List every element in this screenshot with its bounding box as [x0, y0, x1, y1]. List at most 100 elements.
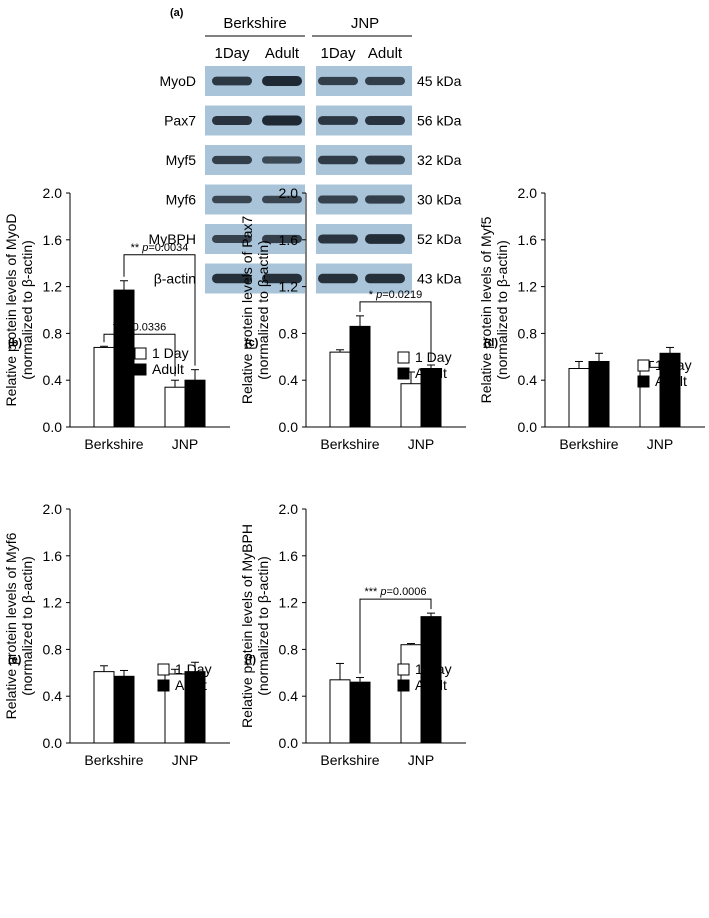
y-tick-label: 1.2 [43, 279, 63, 295]
x-category-label: JNP [172, 752, 198, 768]
blot-band [365, 155, 405, 165]
y-tick-label: 0.8 [279, 641, 299, 657]
blot-row: β-actin 43 kDa [154, 263, 462, 294]
bar-chart-c: (c)Relative protein levels of Pax7 (norma… [239, 185, 466, 452]
blot-band [262, 234, 302, 244]
x-category-label: Berkshire [320, 752, 379, 768]
blot-row: Pax7 56 kDa [164, 105, 462, 136]
y-tick-label: 2.0 [279, 501, 299, 517]
y-tick-label: 0.0 [279, 419, 299, 435]
legend-swatch [397, 663, 410, 676]
blot-band [318, 195, 358, 204]
significance-bracket [123, 254, 196, 366]
bar [329, 679, 351, 744]
y-tick-label: 0.4 [43, 688, 63, 704]
legend-swatch [134, 347, 147, 360]
blot-size-label: 43 kDa [417, 271, 462, 287]
blot-band [365, 234, 405, 244]
blot-lane-label: 1Day [214, 45, 250, 62]
significance-bracket [359, 301, 432, 361]
significance-label: *** p=0.0006 [364, 586, 426, 598]
significance-label: * p=0.0336 [113, 321, 167, 333]
bar [93, 671, 115, 744]
y-tick-label: 0.4 [279, 372, 299, 388]
panel-label: (b) [8, 337, 22, 349]
legend-label: 1 Day [655, 357, 692, 373]
y-tick-label: 0.0 [279, 735, 299, 751]
blot-protein-label: Myf6 [166, 192, 197, 208]
legend-label: 1 Day [415, 661, 452, 677]
y-axis-label: (normalized to β-actin) [255, 556, 271, 696]
x-category-label: Berkshire [559, 436, 618, 452]
y-tick-label: 0.8 [518, 325, 538, 341]
y-tick-label: 0.4 [43, 372, 63, 388]
blot-band [365, 195, 405, 204]
bar-chart-d: (d)Relative protein levels of Myf5 (norma… [478, 185, 705, 452]
y-tick-label: 0.8 [279, 325, 299, 341]
blot-protein-label: Pax7 [164, 113, 196, 129]
bar [568, 368, 590, 428]
blot-band [318, 76, 358, 86]
blot-band [318, 116, 358, 125]
legend-label: Adult [415, 677, 447, 693]
y-tick-label: 0.4 [279, 688, 299, 704]
panel-label: (c) [245, 337, 259, 349]
blot-protein-label: β-actin [154, 271, 196, 287]
blot-lane-label: 1Day [320, 45, 356, 62]
legend-swatch [157, 679, 170, 692]
blot-band [212, 76, 252, 86]
blot-band [262, 195, 302, 204]
legend-swatch [397, 351, 410, 364]
blot-band [365, 115, 405, 126]
blot-band [318, 273, 358, 284]
bar [400, 383, 422, 428]
bar-chart-e: (e)Relative protein levels of Myf6 (norma… [3, 501, 230, 768]
y-tick-label: 1.2 [43, 595, 63, 611]
y-tick-label: 0.0 [43, 735, 63, 751]
x-category-label: Berkshire [84, 752, 143, 768]
y-axis-label: Relative protein levels of Myf5 [478, 216, 494, 403]
y-tick-label: 1.2 [279, 595, 299, 611]
legend-swatch [134, 363, 147, 376]
blot-protein-label: MyoD [159, 73, 196, 89]
blot-group-label-jnp: JNP [351, 15, 379, 32]
legend-label: 1 Day [175, 661, 212, 677]
bar [164, 386, 186, 428]
bar [93, 346, 115, 428]
y-tick-label: 0.0 [518, 419, 538, 435]
blot-size-label: 56 kDa [417, 113, 462, 129]
blot-protein-label: Myf5 [166, 152, 197, 168]
legend-label: Adult [152, 361, 184, 377]
blot-band [262, 273, 302, 284]
y-axis-label: Relative protein levels of MyoD [3, 214, 19, 407]
legend-swatch [637, 375, 650, 388]
y-axis-label: (normalized to β-actin) [255, 240, 271, 380]
legend-label: 1 Day [152, 345, 189, 361]
blot-size-label: 32 kDa [417, 152, 462, 168]
y-tick-label: 0.8 [43, 325, 63, 341]
blot-band [262, 156, 302, 164]
y-axis-label: (normalized to β-actin) [494, 240, 510, 380]
panel-label: (d) [484, 337, 498, 349]
x-category-label: JNP [172, 436, 198, 452]
y-tick-label: 2.0 [43, 185, 63, 201]
y-tick-label: 1.6 [43, 232, 63, 248]
blot-panel-label: (a) [170, 7, 184, 19]
significance-bracket [103, 333, 176, 377]
blot-band [212, 155, 252, 165]
blot-band [212, 195, 252, 204]
blot-band [262, 76, 302, 86]
legend-label: Adult [655, 373, 687, 389]
bar-chart-b: (b)Relative protein levels of MyoD (norma… [3, 185, 230, 452]
y-tick-label: 1.6 [43, 548, 63, 564]
legend-label: 1 Day [415, 349, 452, 365]
blot-row: Myf5 32 kDa [166, 145, 462, 175]
legend-label: Adult [175, 677, 207, 693]
western-blot-panel: (a) Berkshire JNP 1Day Adult 1Day Adult … [149, 7, 462, 294]
blot-size-label: 52 kDa [417, 231, 462, 247]
y-tick-label: 2.0 [518, 185, 538, 201]
blot-band [365, 76, 405, 86]
bar [349, 325, 371, 428]
panel-label: (e) [8, 654, 22, 666]
